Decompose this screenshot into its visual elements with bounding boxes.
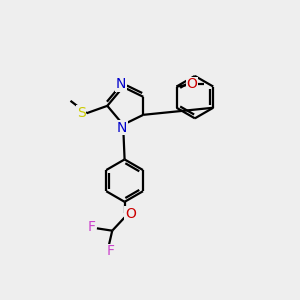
Text: N: N [116, 77, 126, 91]
Text: S: S [77, 106, 86, 120]
Text: N: N [116, 121, 127, 135]
Text: F: F [106, 244, 114, 258]
Text: O: O [187, 77, 198, 92]
Text: F: F [88, 220, 96, 234]
Text: O: O [125, 207, 136, 220]
